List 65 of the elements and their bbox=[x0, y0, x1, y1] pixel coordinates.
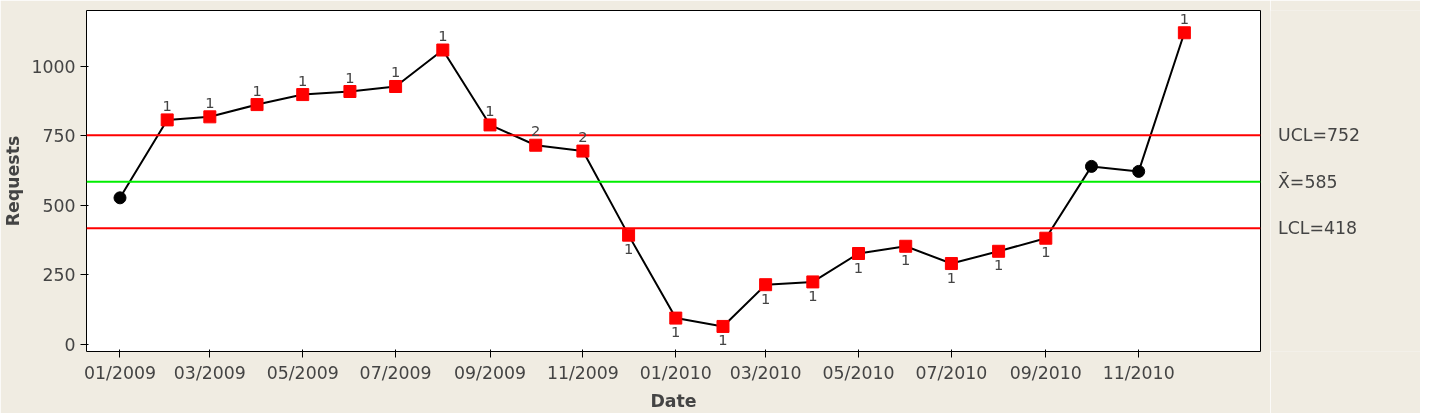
annotation: 1 bbox=[485, 101, 495, 119]
point bbox=[1084, 159, 1098, 173]
point bbox=[1039, 231, 1053, 245]
x-tick-label: 01/2009 bbox=[84, 362, 157, 383]
point bbox=[622, 228, 636, 242]
point bbox=[389, 79, 403, 93]
x-tick-label: 11/2010 bbox=[1102, 362, 1175, 383]
point bbox=[899, 239, 913, 253]
annotation: 1 bbox=[390, 63, 401, 81]
annotation: 1 bbox=[946, 268, 957, 286]
point bbox=[343, 85, 357, 98]
ref-line-label: LCL=418 bbox=[1278, 218, 1358, 239]
x-tick-label: 03/2010 bbox=[729, 362, 802, 383]
y-tick-label: 500 bbox=[42, 195, 76, 216]
y-tick-label: 250 bbox=[42, 265, 76, 286]
annotation: 1 bbox=[853, 258, 864, 276]
y-tick-label: 0 bbox=[64, 335, 76, 356]
annotation: 1 bbox=[623, 240, 634, 258]
x-tick-label: 03/2009 bbox=[173, 362, 246, 383]
annotation: 1 bbox=[1041, 243, 1051, 261]
point bbox=[992, 244, 1006, 258]
point bbox=[576, 144, 590, 158]
annotation: 1 bbox=[205, 93, 215, 111]
x-axis-title: Date bbox=[650, 390, 697, 411]
point bbox=[160, 113, 174, 127]
point bbox=[852, 247, 866, 261]
annotation: 1 bbox=[671, 323, 681, 341]
point bbox=[759, 278, 773, 292]
point bbox=[296, 88, 310, 102]
y-axis-title: Requests bbox=[3, 135, 24, 227]
y-tick-label: 750 bbox=[42, 126, 76, 147]
x-tick-label: 09/2010 bbox=[1009, 362, 1082, 383]
point bbox=[250, 98, 264, 112]
y-tick-label: 1000 bbox=[31, 56, 76, 77]
x-tick-label: 01/2010 bbox=[639, 362, 712, 383]
ref-line-label: X̄=585 bbox=[1278, 170, 1338, 192]
x-tick-label: 07/2010 bbox=[915, 362, 988, 383]
x-tick-label: 05/2009 bbox=[266, 362, 339, 383]
annotation: 1 bbox=[760, 289, 771, 307]
annotation: 1 bbox=[252, 81, 262, 99]
point bbox=[944, 257, 958, 271]
annotation: 1 bbox=[345, 68, 355, 86]
point bbox=[436, 43, 450, 57]
point bbox=[1132, 164, 1146, 178]
annotation: 1 bbox=[438, 27, 448, 45]
x-tick-label: 11/2009 bbox=[546, 362, 619, 383]
point bbox=[669, 311, 683, 325]
point bbox=[203, 110, 217, 124]
x-tick-label: 07/2009 bbox=[359, 362, 432, 383]
x-tick-label: 05/2010 bbox=[822, 362, 895, 383]
annotation: 1 bbox=[162, 96, 172, 114]
annotation: 1 bbox=[298, 71, 308, 89]
point bbox=[716, 319, 730, 333]
annotation: 1 bbox=[718, 331, 728, 349]
annotation: 1 bbox=[901, 251, 911, 269]
ref-line-label: UCL=752 bbox=[1278, 125, 1361, 146]
point bbox=[806, 275, 820, 289]
annotation: 1 bbox=[808, 286, 818, 304]
point bbox=[483, 118, 497, 132]
x-tick-label: 09/2009 bbox=[454, 362, 527, 383]
point bbox=[529, 138, 543, 152]
point bbox=[113, 191, 127, 205]
point bbox=[1177, 26, 1191, 40]
annotation: 1 bbox=[1179, 9, 1190, 27]
annotation: 1 bbox=[993, 256, 1004, 274]
